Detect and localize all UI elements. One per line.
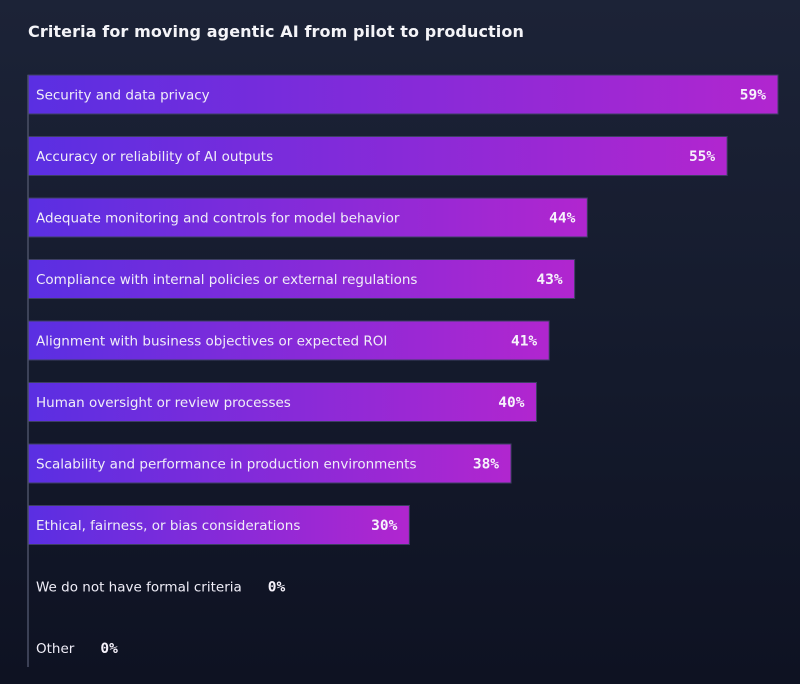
value-label: 0%	[100, 641, 118, 657]
category-label: Alignment with business objectives or ex…	[36, 334, 387, 350]
category-label: Ethical, fairness, or bias consideration…	[36, 518, 300, 534]
chart-title: Criteria for moving agentic AI from pilo…	[28, 22, 524, 41]
value-label: 40%	[498, 395, 524, 411]
value-label: 44%	[549, 211, 575, 227]
category-label: Compliance with internal policies or ext…	[36, 272, 417, 288]
value-label: 30%	[371, 518, 397, 534]
value-label: 0%	[268, 580, 286, 596]
bar	[27, 505, 410, 545]
value-label: 41%	[511, 334, 537, 350]
bar	[27, 320, 550, 361]
bar	[27, 382, 537, 422]
category-label: Security and data privacy	[36, 88, 210, 104]
value-label: 55%	[689, 149, 715, 165]
category-label: Scalability and performance in productio…	[36, 457, 417, 473]
category-label: Other	[36, 641, 75, 657]
category-label: We do not have formal criteria	[36, 580, 242, 596]
category-label: Adequate monitoring and controls for mod…	[36, 211, 400, 227]
category-label: Human oversight or review processes	[36, 395, 291, 411]
bar	[27, 443, 512, 484]
category-label: Accuracy or reliability of AI outputs	[36, 149, 273, 165]
bar	[27, 259, 576, 299]
bar	[27, 74, 779, 115]
value-label: 59%	[740, 88, 766, 104]
value-label: 38%	[473, 457, 499, 473]
bar	[27, 136, 728, 176]
value-label: 43%	[536, 272, 562, 288]
